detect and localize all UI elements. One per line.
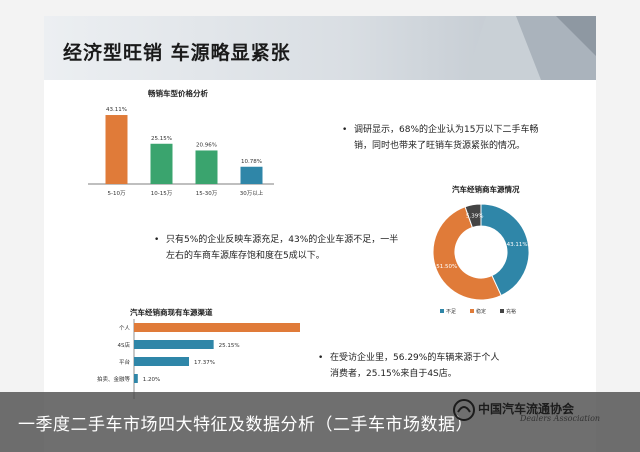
banner-decoration: [466, 16, 596, 80]
y-tick-label: 拍卖、金融等: [97, 375, 131, 383]
data-label: 43.11%: [507, 242, 528, 248]
bullet-3-text: 在受访企业里，56.29%的车辆来源于个人消费者，25.15%来自于4S店。: [330, 353, 500, 379]
legend-swatch: [470, 309, 474, 313]
data-label: 10.78%: [241, 159, 262, 165]
pie-slice: [480, 203, 530, 297]
bar: [134, 323, 300, 332]
data-label: 25.15%: [151, 136, 172, 142]
supply-donut-chart: 43.11% 51.50% 5.39% 不足 稳定 充裕: [432, 203, 530, 315]
bar: [150, 143, 173, 184]
caption-text: 一季度二手车市场四大特征及数据分析（二手车市场数据）: [18, 415, 473, 435]
y-tick-label: 平台: [119, 358, 131, 366]
data-label: 5.39%: [466, 214, 483, 220]
data-label: 17.37%: [194, 360, 215, 366]
title-banner: 经济型旺销 车源略显紧张: [44, 16, 596, 80]
bar: [105, 115, 128, 184]
x-tick-label: 30万以上: [240, 189, 264, 197]
bullet-1: • 调研显示，68%的企业认为15万以下二手车畅销，同时也带来了旺销车货源紧张的…: [342, 122, 540, 154]
bullet-dot-icon: •: [318, 353, 324, 363]
bar: [134, 374, 138, 383]
legend-label: 不足: [446, 309, 456, 315]
x-tick-label: 10-15万: [151, 190, 173, 197]
data-label: 25.15%: [219, 343, 240, 349]
caption-overlay: [0, 392, 640, 452]
legend-label: 稳定: [476, 308, 486, 315]
logo-english-text: Dealers Association: [520, 414, 601, 423]
data-label: 43.11%: [106, 107, 127, 113]
data-label: 51.50%: [436, 264, 457, 270]
pie-slice: [432, 206, 502, 301]
bullet-2-text: 只有5%的企业反映车源充足，43%的企业车源不足，一半左右的车商车源库存饱和度在…: [166, 235, 399, 261]
bar: [240, 166, 263, 184]
page-title: 经济型旺销 车源略显紧张: [63, 42, 291, 64]
pie-slice: [464, 203, 482, 229]
legend-swatch: [440, 309, 444, 313]
bullet-dot-icon: •: [154, 235, 160, 245]
y-tick-label: 个人: [119, 325, 131, 332]
data-label: 20.96%: [196, 142, 217, 148]
bar: [134, 340, 214, 349]
legend-label: 充裕: [506, 308, 516, 315]
price-bar-chart: 43.11% 5-10万 25.15% 10-15万 20.96% 15-30万 10.78…: [88, 107, 274, 197]
slide: 经济型旺销 车源略显紧张 畅销车型价格分析 43.11% 5-10万 25.15% 1…: [44, 16, 596, 452]
bar: [195, 150, 218, 184]
bullet-dot-icon: •: [342, 125, 348, 135]
chart1-title: 畅销车型价格分析: [148, 89, 208, 98]
chart2-title: 汽车经销商车源情况: [452, 185, 520, 194]
bullet-1-text: 调研显示，68%的企业认为15万以下二手车畅销，同时也带来了旺销车货源紧张的情况…: [354, 125, 539, 151]
association-logo-icon: [453, 399, 475, 421]
logo-chinese-text: 中国汽车流通协会: [478, 402, 575, 416]
x-tick-label: 5-10万: [108, 190, 126, 197]
bullet-2: • 只有5%的企业反映车源充足，43%的企业车源不足，一半左右的车商车源库存饱和…: [154, 232, 402, 264]
bar: [134, 357, 190, 366]
y-tick-label: 4S店: [118, 341, 131, 349]
x-tick-label: 15-30万: [196, 190, 218, 197]
data-label: 1.20%: [143, 377, 160, 383]
chart3-title: 汽车经销商现有车源渠道: [130, 308, 213, 317]
bullet-3: • 在受访企业里，56.29%的车辆来源于个人消费者，25.15%来自于4S店。: [318, 350, 508, 382]
legend-swatch: [500, 309, 504, 313]
